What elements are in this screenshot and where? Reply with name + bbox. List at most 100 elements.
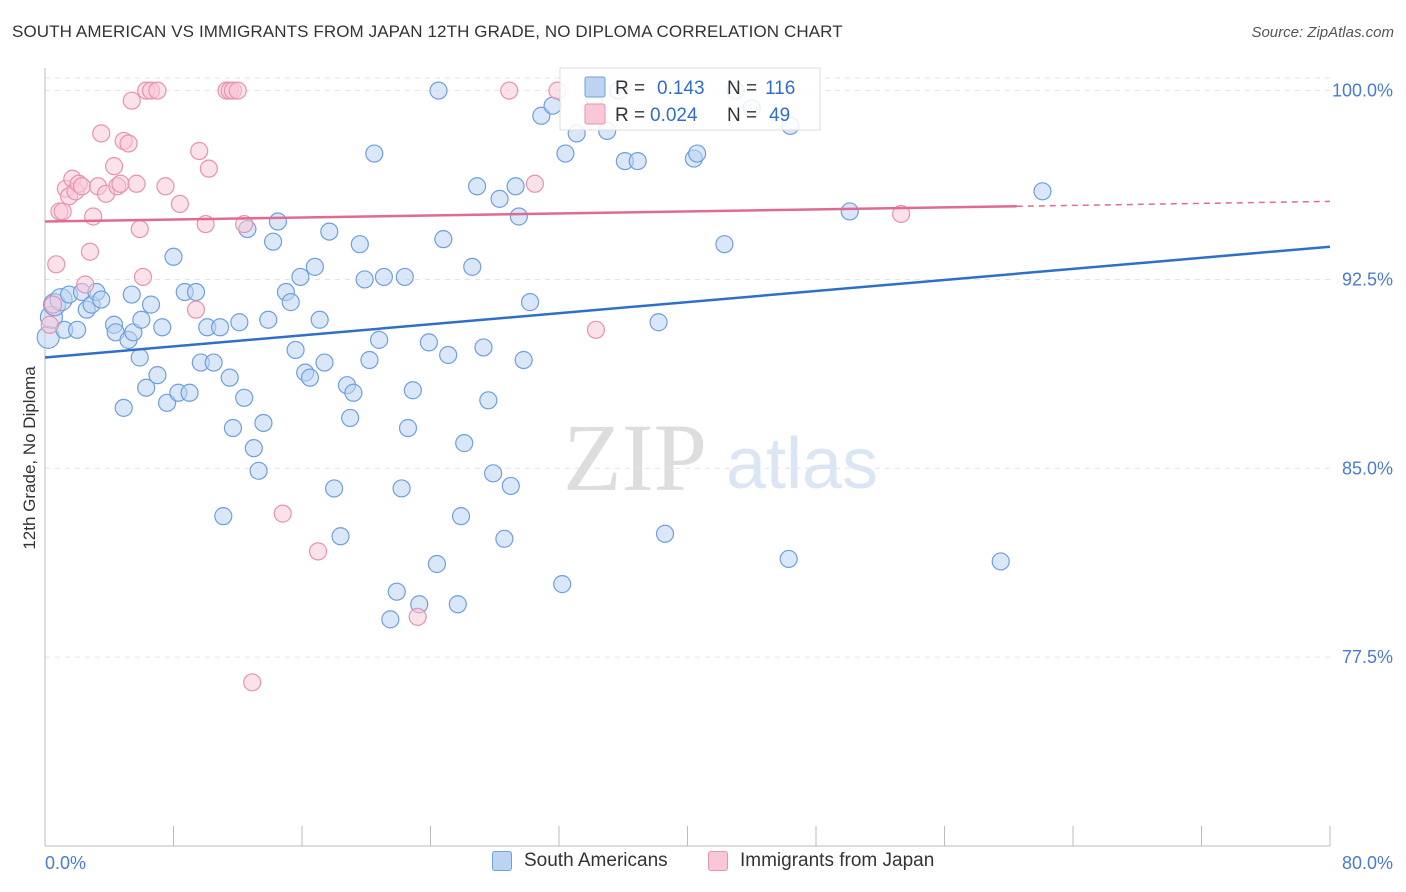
point-immigrant-japan bbox=[133, 267, 153, 287]
point-immigrant-japan bbox=[156, 177, 175, 196]
point-south-american bbox=[370, 330, 389, 349]
bottom-legend: South Americans Immigrants from Japan bbox=[0, 850, 1406, 880]
point-south-american bbox=[381, 610, 400, 629]
point-immigrant-japan bbox=[525, 174, 545, 193]
point-immigrant-japan bbox=[76, 275, 95, 294]
point-south-american bbox=[490, 189, 509, 208]
chart-source[interactable]: Source: ZipAtlas.com bbox=[1251, 24, 1394, 41]
point-south-american bbox=[556, 144, 575, 163]
point-south-american bbox=[553, 575, 572, 594]
point-immigrant-japan bbox=[80, 242, 100, 261]
point-south-american bbox=[427, 554, 447, 574]
point-south-american bbox=[114, 398, 133, 417]
point-south-american bbox=[628, 151, 647, 171]
legend-swatch-pink bbox=[584, 103, 606, 125]
legend-item-immigrants-from-japan[interactable]: Immigrants from Japan bbox=[708, 850, 934, 872]
axes bbox=[44, 68, 1331, 847]
x-tick-labels: 0.0% 80.0% bbox=[45, 853, 1393, 873]
point-immigrant-japan bbox=[170, 194, 190, 214]
point-south-american bbox=[130, 348, 149, 367]
point-south-american bbox=[715, 235, 734, 254]
series-immigrants-from-japan-points bbox=[40, 81, 911, 692]
legend-swatch-south-americans bbox=[492, 851, 512, 871]
point-south-american bbox=[655, 524, 675, 543]
point-south-american bbox=[484, 464, 503, 483]
point-south-american bbox=[474, 338, 493, 357]
point-south-american bbox=[403, 381, 422, 400]
point-immigrant-japan bbox=[586, 320, 606, 339]
point-immigrant-japan bbox=[235, 214, 254, 234]
y-tick-label: 92.5% bbox=[1342, 269, 1393, 289]
point-south-american bbox=[840, 202, 859, 221]
point-south-american bbox=[300, 368, 320, 387]
point-immigrant-japan bbox=[72, 177, 92, 196]
point-south-american bbox=[463, 257, 482, 276]
point-south-american bbox=[506, 177, 525, 196]
watermark-atlas: atlas bbox=[726, 424, 878, 504]
point-immigrant-japan bbox=[186, 300, 206, 319]
point-south-american bbox=[374, 267, 394, 287]
legend-box: R = 0.143 N = 116 R = 0.024 N = 49 bbox=[559, 67, 821, 131]
legend-swatch-blue bbox=[584, 76, 606, 98]
legend-r-value-1: 0.143 bbox=[657, 78, 705, 99]
point-immigrant-japan bbox=[228, 81, 247, 100]
point-south-american bbox=[514, 350, 533, 370]
point-immigrant-japan bbox=[92, 124, 111, 143]
point-south-american bbox=[688, 144, 707, 163]
point-south-american bbox=[249, 461, 268, 480]
point-south-american bbox=[320, 222, 339, 241]
point-south-american bbox=[244, 439, 263, 458]
point-south-american bbox=[310, 310, 329, 329]
legend-n-value-2: 49 bbox=[769, 105, 790, 126]
point-immigrant-japan bbox=[40, 315, 59, 334]
point-south-american bbox=[455, 434, 474, 453]
point-immigrant-japan bbox=[190, 141, 209, 161]
legend-label-south-americans: South Americans bbox=[524, 850, 668, 871]
watermark-zip: ZIP bbox=[563, 404, 707, 511]
point-immigrant-japan bbox=[273, 504, 292, 523]
point-south-american bbox=[387, 582, 406, 601]
trend-lines bbox=[44, 200, 1331, 359]
y-tick-label: 85.0% bbox=[1342, 458, 1393, 478]
point-south-american bbox=[520, 293, 540, 312]
point-south-american bbox=[344, 383, 363, 402]
point-immigrant-japan bbox=[111, 174, 130, 193]
trend-line-south-americans bbox=[44, 245, 1331, 359]
point-immigrant-japan bbox=[243, 673, 262, 692]
point-south-american bbox=[281, 293, 300, 312]
point-south-american bbox=[495, 529, 514, 548]
point-south-american bbox=[395, 267, 414, 287]
point-south-american bbox=[479, 391, 498, 410]
point-immigrant-japan bbox=[53, 202, 72, 221]
point-south-american bbox=[779, 549, 798, 569]
point-south-american bbox=[204, 353, 223, 372]
point-south-american bbox=[268, 212, 288, 231]
legend-item-south-americans[interactable]: South Americans bbox=[492, 850, 668, 872]
point-south-american bbox=[350, 235, 369, 254]
point-south-american bbox=[214, 507, 233, 526]
point-south-american bbox=[286, 340, 305, 360]
point-south-american bbox=[532, 106, 551, 125]
legend-n-label-2: N = bbox=[727, 105, 757, 126]
point-south-american bbox=[263, 232, 283, 251]
legend-r-label-2: R = bbox=[615, 105, 645, 126]
point-south-american bbox=[429, 81, 448, 100]
point-immigrant-japan bbox=[408, 607, 427, 626]
point-south-american bbox=[210, 318, 230, 337]
point-south-american bbox=[153, 318, 172, 337]
point-south-american bbox=[341, 408, 360, 428]
point-south-american bbox=[649, 313, 668, 332]
chart-title: SOUTH AMERICAN VS IMMIGRANTS FROM JAPAN … bbox=[12, 22, 843, 41]
point-south-american bbox=[991, 552, 1010, 571]
point-immigrant-japan bbox=[127, 174, 146, 193]
point-south-american bbox=[543, 96, 562, 115]
y-tick-label: 100.0% bbox=[1332, 81, 1393, 101]
point-south-american bbox=[398, 418, 418, 438]
point-south-american bbox=[141, 295, 161, 314]
point-south-american bbox=[305, 257, 324, 276]
point-immigrant-japan bbox=[47, 255, 66, 274]
point-south-american bbox=[419, 333, 438, 352]
point-south-american bbox=[360, 350, 379, 370]
point-south-american bbox=[254, 413, 273, 433]
trend-line-immigrants-from-japan bbox=[44, 205, 1017, 223]
